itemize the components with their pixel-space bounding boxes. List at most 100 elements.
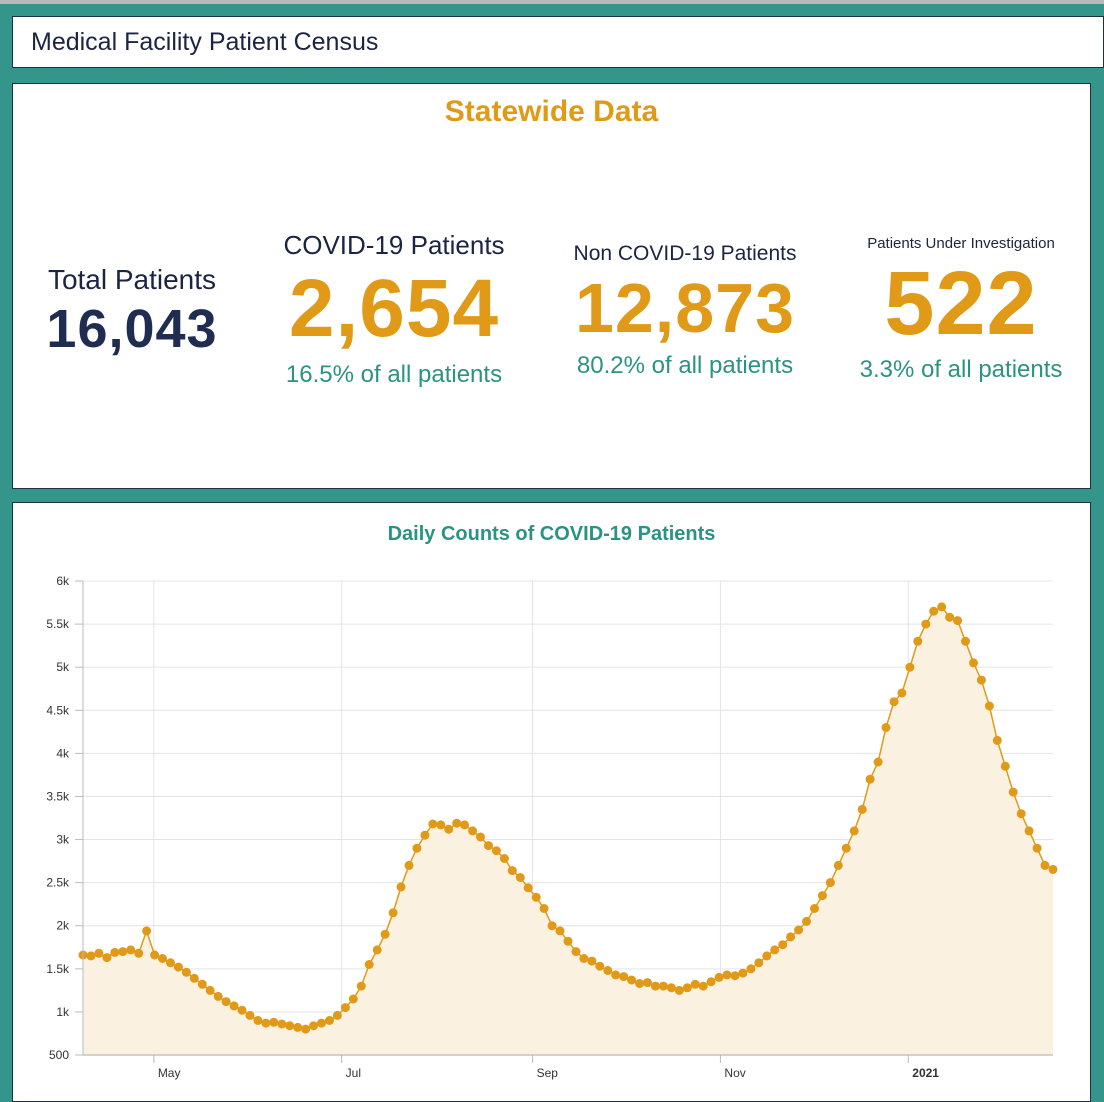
data-point[interactable]: [865, 774, 875, 784]
data-point[interactable]: [674, 985, 684, 995]
data-point[interactable]: [849, 826, 859, 836]
data-point[interactable]: [86, 951, 96, 961]
data-point[interactable]: [245, 1010, 255, 1020]
data-point[interactable]: [340, 1003, 350, 1013]
data-point[interactable]: [237, 1005, 247, 1015]
data-point[interactable]: [992, 735, 1002, 745]
data-point[interactable]: [412, 843, 422, 853]
data-point[interactable]: [627, 975, 637, 985]
data-point[interactable]: [499, 854, 509, 863]
data-point[interactable]: [881, 723, 891, 732]
data-point[interactable]: [428, 819, 438, 829]
data-point[interactable]: [293, 1022, 303, 1032]
data-point[interactable]: [484, 841, 493, 851]
data-point[interactable]: [1008, 787, 1018, 797]
data-point[interactable]: [953, 616, 963, 626]
data-point[interactable]: [452, 818, 462, 828]
data-point[interactable]: [1024, 826, 1034, 836]
data-point[interactable]: [348, 994, 358, 1004]
data-point[interactable]: [444, 824, 454, 834]
data-point[interactable]: [1032, 843, 1042, 853]
data-point[interactable]: [857, 804, 867, 814]
data-point[interactable]: [706, 977, 716, 987]
data-point[interactable]: [611, 970, 621, 980]
data-point[interactable]: [332, 1010, 342, 1020]
data-point[interactable]: [913, 636, 923, 646]
data-point[interactable]: [301, 1024, 311, 1034]
data-point[interactable]: [205, 985, 215, 995]
data-point[interactable]: [635, 979, 645, 988]
data-point[interactable]: [961, 636, 970, 646]
data-point[interactable]: [802, 916, 811, 926]
data-point[interactable]: [1016, 809, 1026, 819]
data-point[interactable]: [491, 846, 501, 856]
data-point[interactable]: [722, 970, 732, 980]
data-point[interactable]: [189, 973, 199, 983]
data-point[interactable]: [150, 950, 160, 960]
data-point[interactable]: [372, 945, 382, 955]
data-point[interactable]: [817, 891, 827, 901]
data-point[interactable]: [269, 1017, 279, 1027]
data-point[interactable]: [277, 1019, 287, 1029]
data-point[interactable]: [873, 757, 883, 767]
data-point[interactable]: [356, 981, 366, 991]
data-point[interactable]: [507, 866, 517, 876]
data-point[interactable]: [523, 883, 533, 893]
data-point[interactable]: [690, 979, 700, 989]
data-point[interactable]: [563, 936, 573, 946]
data-point[interactable]: [714, 972, 724, 982]
data-point[interactable]: [778, 940, 788, 950]
data-point[interactable]: [364, 960, 374, 969]
data-point[interactable]: [945, 612, 955, 622]
data-point[interactable]: [643, 978, 652, 988]
data-point[interactable]: [94, 948, 104, 958]
data-point[interactable]: [571, 947, 581, 957]
data-point[interactable]: [738, 968, 748, 978]
data-point[interactable]: [841, 843, 851, 853]
data-point[interactable]: [1000, 761, 1010, 771]
data-point[interactable]: [825, 878, 835, 888]
data-point[interactable]: [404, 860, 414, 870]
data-point[interactable]: [555, 926, 565, 936]
data-point[interactable]: [698, 981, 708, 991]
data-point[interactable]: [253, 1016, 263, 1025]
data-point[interactable]: [420, 830, 430, 840]
data-point[interactable]: [197, 979, 207, 989]
data-point[interactable]: [762, 951, 772, 961]
data-point[interactable]: [770, 945, 780, 955]
data-point[interactable]: [118, 947, 128, 957]
data-point[interactable]: [810, 904, 819, 913]
data-point[interactable]: [547, 921, 557, 931]
data-point[interactable]: [587, 956, 597, 966]
data-point[interactable]: [325, 1016, 334, 1025]
data-point[interactable]: [833, 860, 843, 870]
data-point[interactable]: [476, 832, 485, 842]
data-point[interactable]: [181, 967, 191, 977]
data-point[interactable]: [682, 983, 692, 993]
data-point[interactable]: [1048, 864, 1058, 874]
data-point[interactable]: [921, 619, 931, 629]
data-point[interactable]: [651, 981, 660, 991]
data-point[interactable]: [937, 602, 947, 612]
data-point[interactable]: [976, 675, 986, 685]
data-point[interactable]: [285, 1021, 295, 1031]
data-point[interactable]: [110, 947, 120, 957]
data-point[interactable]: [229, 1001, 239, 1011]
data-point[interactable]: [173, 962, 183, 972]
data-point[interactable]: [102, 953, 112, 963]
data-point[interactable]: [730, 971, 740, 981]
data-point[interactable]: [905, 662, 915, 672]
data-point[interactable]: [794, 925, 804, 935]
data-point[interactable]: [603, 966, 613, 975]
data-point[interactable]: [213, 991, 223, 1001]
data-point[interactable]: [1040, 860, 1050, 870]
data-point[interactable]: [595, 961, 605, 971]
data-point[interactable]: [436, 820, 446, 830]
data-point[interactable]: [221, 997, 231, 1007]
data-point[interactable]: [984, 701, 994, 711]
data-point[interactable]: [142, 926, 152, 936]
data-point[interactable]: [539, 904, 549, 913]
data-point[interactable]: [388, 908, 398, 918]
data-point[interactable]: [309, 1021, 319, 1031]
data-point[interactable]: [666, 983, 676, 993]
